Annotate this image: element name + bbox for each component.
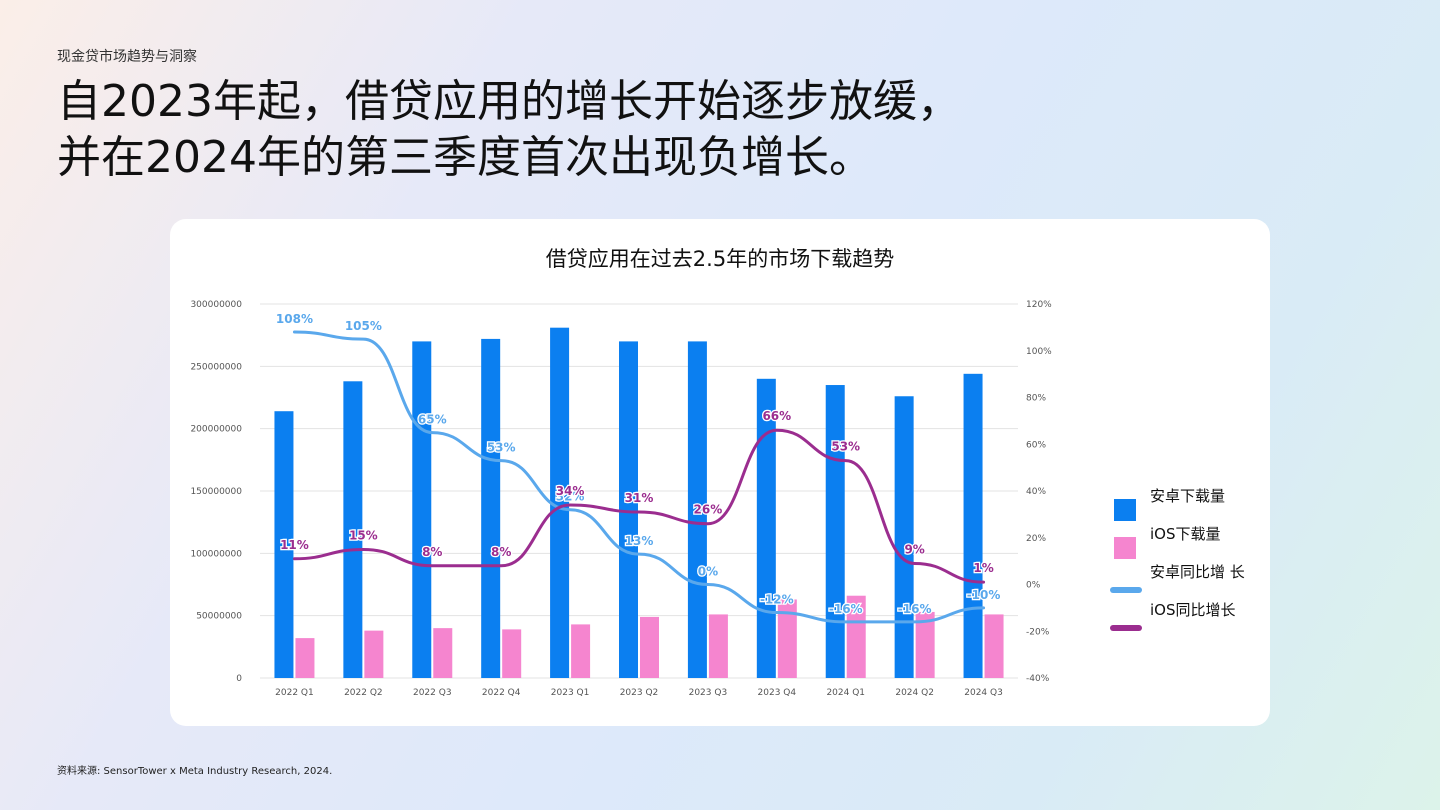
x-tick-label: 2022 Q2 xyxy=(344,688,383,698)
ios-yoy-data-label: 8% xyxy=(491,545,511,559)
bar-ios xyxy=(915,611,935,678)
bar-android xyxy=(550,327,570,678)
bar-ios xyxy=(433,628,453,678)
x-tick-label: 2023 Q4 xyxy=(758,688,797,698)
ios-yoy-data-label: 15% xyxy=(349,528,378,542)
y-left-tick-label: 50000000 xyxy=(196,612,242,622)
y-right-tick-label: -40% xyxy=(1026,674,1050,684)
x-tick-label: 2022 Q4 xyxy=(482,688,521,698)
x-tick-label: 2023 Q1 xyxy=(551,688,590,698)
x-tick-label: 2022 Q3 xyxy=(413,688,452,698)
x-tick-label: 2024 Q2 xyxy=(895,688,934,698)
bar-android xyxy=(756,378,776,678)
bar-ios xyxy=(640,616,659,678)
legend-label-ios-yoy: iOS同比增长 xyxy=(1150,601,1236,619)
legend-line-android-yoy xyxy=(1110,587,1142,593)
kicker-text: 现金贷市场趋势与洞察 xyxy=(57,49,197,65)
chart-title: 借贷应用在过去2.5年的市场下载趋势 xyxy=(545,247,895,271)
android-yoy-data-label: 32% xyxy=(556,490,585,504)
android-yoy-line xyxy=(292,330,986,624)
page-title: 自2023年起，借贷应用的增长开始逐步放缓， 并在2024年的第三季度首次出现负… xyxy=(57,74,1157,186)
android-yoy-data-label: 65% xyxy=(418,413,447,427)
y-right-tick-label: 40% xyxy=(1026,487,1046,497)
ios-yoy-data-label: 31% xyxy=(625,491,654,505)
y-right-tick-label: -20% xyxy=(1026,627,1050,637)
android-yoy-data-label: 105% xyxy=(345,319,382,333)
bar-android xyxy=(894,396,914,678)
android-yoy-data-label: 13% xyxy=(625,534,654,548)
headline-line-1: 自2023年起，借贷应用的增长开始逐步放缓， xyxy=(57,76,961,127)
y-left-tick-label: 200000000 xyxy=(190,425,242,435)
x-tick-label: 2023 Q3 xyxy=(689,688,728,698)
bar-android xyxy=(343,381,363,678)
bar-ios xyxy=(502,629,522,678)
legend-label-android-yoy: 安卓同比增 长 xyxy=(1150,563,1245,581)
bar-android xyxy=(619,341,638,678)
bar-android xyxy=(412,341,432,678)
x-tick-label: 2022 Q1 xyxy=(275,688,314,698)
android-yoy-data-label: -10% xyxy=(967,588,1001,602)
android-yoy-data-label: 53% xyxy=(487,441,516,455)
bar-ios xyxy=(777,599,797,678)
android-yoy-data-label: 108% xyxy=(276,312,313,326)
legend-swatch-ios-downloads xyxy=(1114,537,1136,559)
y-right-tick-label: 20% xyxy=(1026,534,1046,544)
bar-android xyxy=(481,338,501,678)
legend-swatch-android-downloads xyxy=(1114,499,1136,521)
x-tick-label: 2024 Q1 xyxy=(826,688,865,698)
ios-yoy-line xyxy=(292,428,986,584)
ios-yoy-data-label: 9% xyxy=(904,542,924,556)
source-note: 资料来源: SensorTower x Meta Industry Resear… xyxy=(57,766,333,777)
legend-label-android-downloads: 安卓下载量 xyxy=(1150,487,1226,505)
chart-card: 借贷应用在过去2.5年的市场下载趋势 300000000 250000000 200… xyxy=(170,219,1270,726)
bar-android xyxy=(687,341,707,678)
legend-line-ios-yoy xyxy=(1110,625,1142,631)
combo-chart: 300000000 250000000 200000000 150000000 1000… xyxy=(190,300,1052,698)
android-yoy-data-label: 0% xyxy=(698,565,718,579)
legend-label-ios-downloads: iOS下载量 xyxy=(1150,525,1221,543)
y-right-tick-label: 60% xyxy=(1026,440,1046,450)
bar-ios xyxy=(846,595,866,678)
bar-ios xyxy=(708,614,728,678)
y-right-tick-label: 100% xyxy=(1026,347,1052,357)
bar-android xyxy=(825,385,845,678)
android-yoy-data-label: -16% xyxy=(898,602,932,616)
android-yoy-data-label: -12% xyxy=(760,593,794,607)
y-right-tick-label: 80% xyxy=(1026,394,1046,404)
y-left-tick-label: 250000000 xyxy=(190,362,242,372)
ios-yoy-data-label: 11% xyxy=(280,538,309,552)
ios-yoy-data-label: 66% xyxy=(762,409,791,423)
y-left-tick-label: 300000000 xyxy=(190,300,242,310)
y-right-tick-label: 120% xyxy=(1026,300,1052,310)
bar-android xyxy=(274,411,294,678)
bar-ios xyxy=(571,624,591,678)
x-tick-label: 2023 Q2 xyxy=(620,688,659,698)
y-left-tick-label: 100000000 xyxy=(190,549,242,559)
android-yoy-data-label: -16% xyxy=(829,602,863,616)
y-right-tick-label: 0% xyxy=(1026,581,1041,591)
x-tick-label: 2024 Q3 xyxy=(964,688,1003,698)
y-left-tick-label: 0 xyxy=(236,674,242,684)
bar-ios xyxy=(364,630,384,678)
y-left-tick-label: 150000000 xyxy=(190,487,242,497)
ios-yoy-data-label: 8% xyxy=(422,545,442,559)
ios-yoy-data-label: 53% xyxy=(831,440,860,454)
headline-line-2: 并在2024年的第三季度首次出现负增长。 xyxy=(57,132,873,183)
bar-ios xyxy=(295,638,315,678)
ios-yoy-data-label: 26% xyxy=(694,503,723,517)
ios-yoy-data-label: 34% xyxy=(556,484,585,498)
ios-yoy-data-label: 1% xyxy=(973,561,993,575)
bar-android xyxy=(963,373,983,678)
bar-ios xyxy=(984,614,1004,678)
